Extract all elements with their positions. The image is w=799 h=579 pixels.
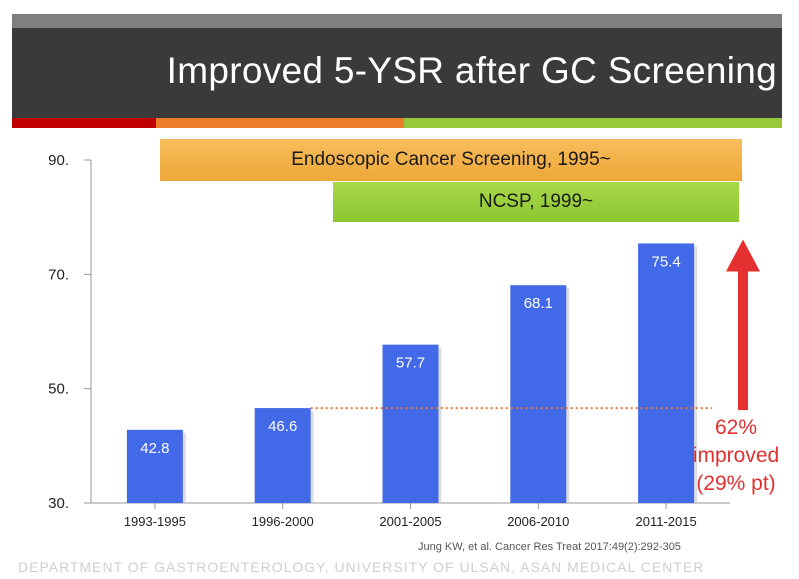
bar [638,243,695,504]
chart-labels: 30. 50. 70. 90. 42.8 1993-1995 46.6 1996-2000 57… [48,152,697,529]
x-tick-label: 1993-1995 [124,514,186,529]
annotation-improved: improved [692,444,780,467]
bar [254,408,311,503]
bar [382,344,439,503]
bar-value-label: 46.6 [268,418,297,435]
x-tick-label: 2011-2015 [635,514,696,529]
chart-overlay [310,239,760,411]
title-top-strip [12,14,782,28]
endoscopic-screening-banner: Endoscopic Cancer Screening, 1995~ [160,139,742,181]
improvement-annotation: 62% improved (29% pt) [676,414,796,498]
slide-title: Improved 5-YSR after GC Screening [166,50,777,91]
bar [126,429,183,503]
y-tick-label: 70. [48,266,69,283]
x-tick-label: 2006-2010 [507,514,569,529]
x-tick-label: 1996-2000 [252,514,314,529]
annotation-percent: 62% [714,416,758,439]
improvement-arrow-shaft [738,269,748,411]
bar [510,285,567,503]
accent-bar-orange [156,118,404,128]
y-tick-label: 30. [48,495,69,512]
bar-value-label: 68.1 [524,295,553,312]
x-tick-label: 2001-2005 [379,514,441,529]
bar-value-label: 42.8 [140,440,169,457]
annotation-points: (29% pt) [696,472,776,495]
ncsp-banner: NCSP, 1999~ [333,182,739,222]
footer-department: DEPARTMENT OF GASTROENTEROLOGY, UNIVERSI… [18,559,705,575]
title-band [12,28,782,118]
y-tick-label: 50. [48,381,69,398]
accent-bar-green [404,118,782,128]
bar-value-label: 75.4 [651,253,680,270]
citation: Jung KW, et al. Cancer Res Treat 2017:49… [418,541,681,553]
accent-bar-red [12,118,156,128]
improvement-arrow-head [726,239,760,272]
chart-bars [126,243,698,504]
y-tick-label: 90. [48,152,69,169]
bar-value-label: 57.7 [396,355,425,372]
